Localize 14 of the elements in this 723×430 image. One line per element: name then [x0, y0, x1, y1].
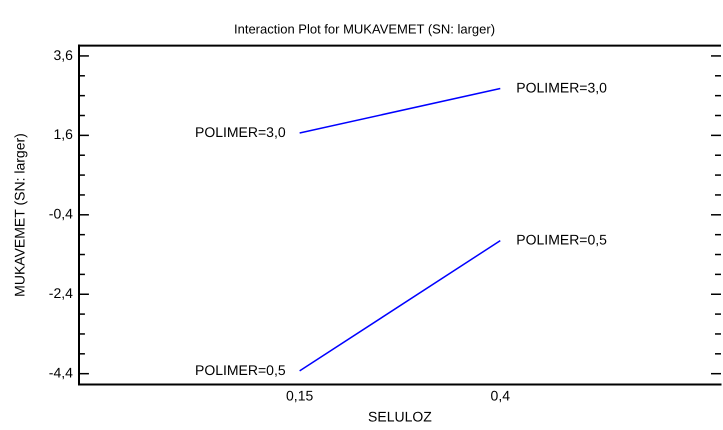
y-tick-label: 1,6 [53, 126, 74, 142]
y-tick-label: -2,4 [48, 285, 74, 302]
text: POLIMER=3,0 [516, 79, 607, 96]
y-tick-label: -4,4 [48, 364, 74, 381]
y-tick-label: 3,6 [53, 46, 74, 63]
chart-title: Interaction Plot for MUKAVEMET (SN: larger) [234, 21, 496, 36]
text: POLIMER=0,5 [516, 231, 607, 248]
series-label: POLIMER=3,0 [194, 124, 286, 140]
x-tick-label: 0,4 [490, 388, 510, 404]
x-tick-label: 0,15 [286, 388, 314, 404]
y-axis-title: MUKAVEMET (SN: larger) [11, 133, 28, 297]
x-axis-title: SELULOZ [368, 408, 432, 424]
series-label: POLIMER=0,5 [194, 362, 286, 378]
y-tick-label: -0,4 [48, 206, 74, 222]
